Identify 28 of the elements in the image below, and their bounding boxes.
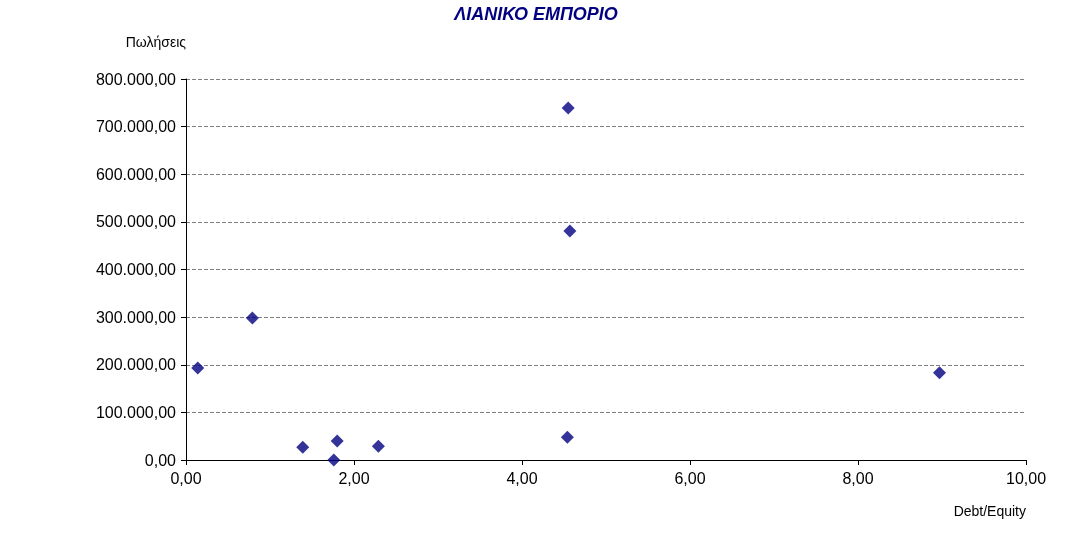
y-tick-label: 800.000,00 — [95, 70, 177, 88]
x-tick-label: 4,00 — [506, 469, 538, 487]
point — [561, 101, 575, 115]
y-tick-label: 300.000,00 — [95, 308, 177, 326]
point — [245, 311, 259, 325]
x-tick-label: 0,00 — [170, 469, 202, 487]
y-tick-label: 0,00 — [144, 451, 177, 469]
x-tick-label: 8,00 — [842, 469, 874, 487]
point — [191, 361, 205, 375]
point — [932, 366, 946, 380]
point — [296, 440, 310, 454]
y-tick-label: 500.000,00 — [95, 213, 177, 231]
x-tick-label: 2,00 — [338, 469, 370, 487]
y-tick-label: 600.000,00 — [95, 165, 177, 183]
y-tick-label: 100.000,00 — [95, 403, 177, 421]
point — [563, 224, 577, 238]
y-tick-label: 200.000,00 — [95, 356, 177, 374]
y-axis-title: Πωλήσεις — [125, 34, 187, 50]
point — [327, 453, 341, 467]
x-tick-label: 6,00 — [674, 469, 706, 487]
point — [330, 434, 344, 448]
point — [371, 439, 385, 453]
x-axis-title: Debt/Equity — [953, 503, 1026, 519]
x-tick-label: 10,00 — [1005, 469, 1047, 487]
point — [560, 430, 574, 444]
y-tick-label: 700.000,00 — [95, 118, 177, 136]
y-tick-label: 400.000,00 — [95, 261, 177, 278]
chart-title: ΛΙΑΝΙΚΟ ΕΜΠΟΡΙΟ — [453, 4, 618, 24]
